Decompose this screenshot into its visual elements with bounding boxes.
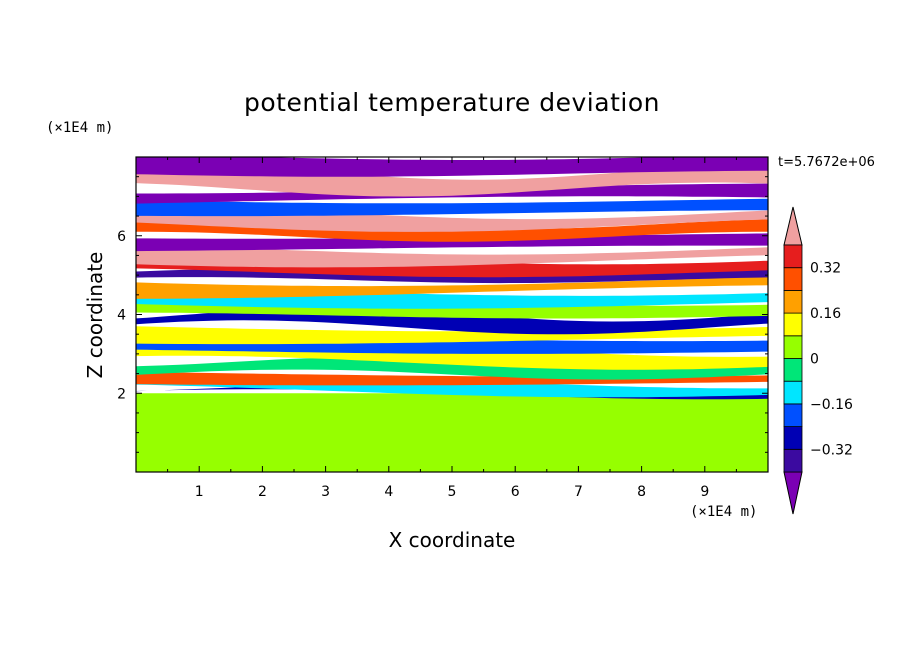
x-tick-label: 2 <box>258 484 267 500</box>
colorbar-box <box>783 312 803 337</box>
x-tick-label: 8 <box>637 484 646 500</box>
colorbar-tick-label: −0.16 <box>810 397 853 413</box>
field-band <box>136 393 768 472</box>
x-tick-label: 9 <box>700 484 709 500</box>
x-axis-unit-label: (×1E4 m) <box>690 504 758 520</box>
colorbar-box <box>783 289 803 314</box>
chart-title: potential temperature deviation <box>244 88 660 117</box>
field-bands <box>136 157 768 472</box>
field-band <box>136 157 768 177</box>
colorbar-tick-label: 0.32 <box>810 261 841 277</box>
colorbar-box <box>783 380 803 405</box>
field-band <box>136 276 768 299</box>
time-label: t=5.7672e+06 <box>778 155 875 170</box>
x-tick-label: 1 <box>195 484 204 500</box>
field-band <box>136 233 768 252</box>
colorbar-box <box>783 426 803 450</box>
y-tick-label: 4 <box>117 308 126 324</box>
x-axis-label: X coordinate <box>388 528 516 552</box>
colorbar-tick-label: 0.16 <box>810 306 841 322</box>
colorbar-box <box>783 335 803 359</box>
field-band <box>136 198 768 217</box>
colorbar-box <box>783 448 803 473</box>
x-tick-label: 6 <box>511 484 520 500</box>
y-axis-ticks: 2 4 6 <box>117 176 768 453</box>
x-axis-ticks: 1 2 3 4 5 6 7 8 9 <box>167 157 737 500</box>
colorbar: 0.32 0.16 0 −0.16 −0.32 <box>783 206 853 515</box>
field-band <box>136 356 768 380</box>
x-tick-label: 7 <box>574 484 583 500</box>
y-tick-label: 2 <box>117 386 126 402</box>
field-band <box>136 243 768 268</box>
y-tick-label: 6 <box>117 229 126 245</box>
y-axis-unit-label: (×1E4 m) <box>46 120 114 136</box>
colorbar-box <box>783 244 803 269</box>
colorbar-tick-label: −0.32 <box>810 442 853 458</box>
x-tick-label: 5 <box>448 484 457 500</box>
colorbar-box <box>783 358 803 382</box>
colorbar-box <box>783 267 803 291</box>
x-tick-label: 3 <box>321 484 330 500</box>
colorbar-box <box>783 403 803 427</box>
field-band <box>136 372 768 386</box>
colorbar-extend-min <box>783 471 803 515</box>
colorbar-extend-max <box>783 206 803 246</box>
x-tick-label: 4 <box>384 484 393 500</box>
colorbar-tick-label: 0 <box>810 352 819 368</box>
